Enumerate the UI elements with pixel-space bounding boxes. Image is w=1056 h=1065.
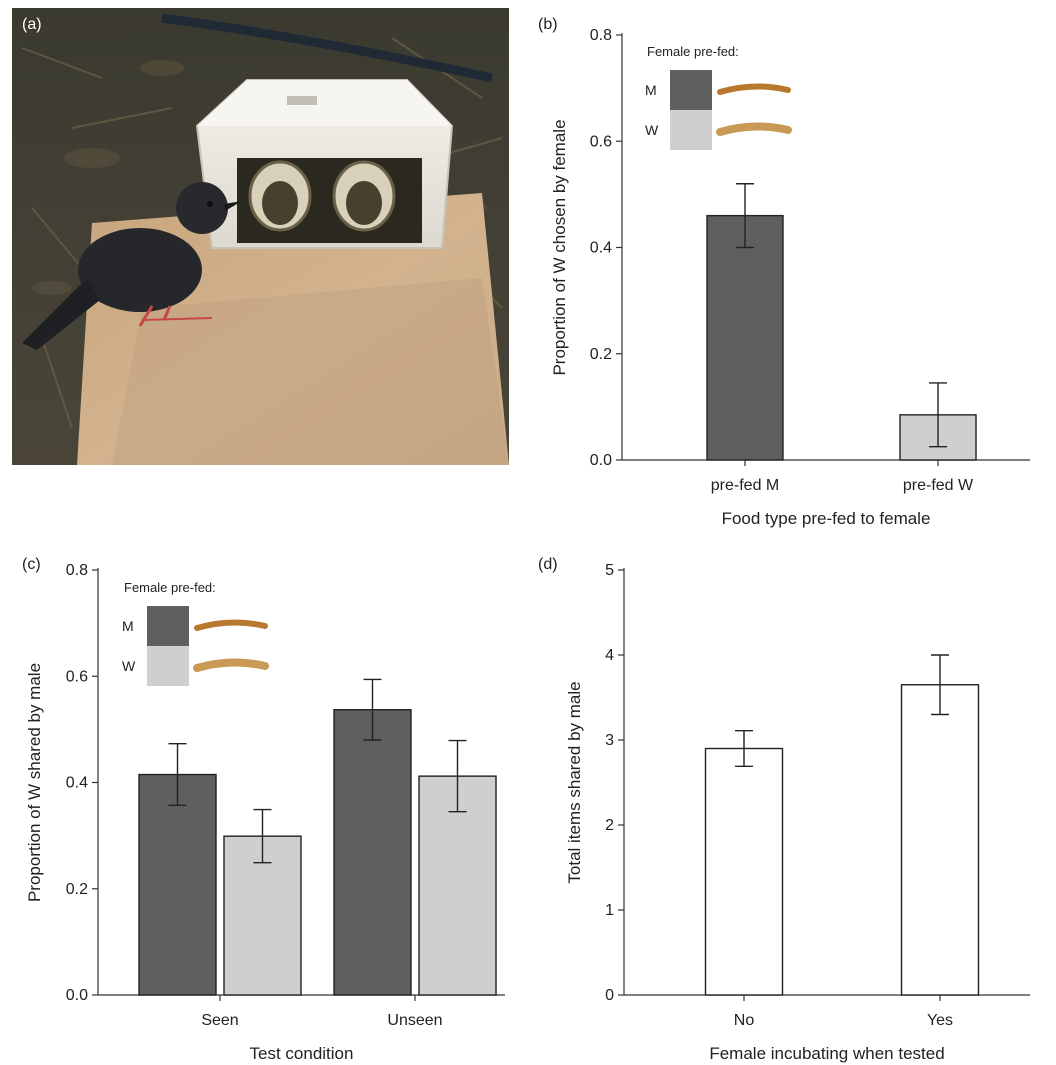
- b-legend-swatch: [670, 110, 712, 150]
- c-y-tick-label: 0.0: [66, 987, 88, 1004]
- d-x-tick-label: No: [734, 1012, 755, 1029]
- c-x-tick-label: Unseen: [387, 1012, 442, 1029]
- b-y-tick-label: 0.4: [590, 240, 612, 257]
- c-bar: [333, 709, 412, 996]
- b-y-axis-title: Proportion of W chosen by female: [550, 119, 569, 375]
- d-y-tick-label: 5: [605, 562, 614, 579]
- b-y-tick-label: 0.8: [590, 27, 612, 44]
- c-legend-swatch: [147, 646, 189, 686]
- c-y-tick-label: 0.4: [66, 775, 88, 792]
- panel-b-label: (b): [538, 16, 558, 33]
- c-y-tick-label: 0.8: [66, 562, 88, 579]
- larva-body: [193, 658, 269, 672]
- d-y-tick-label: 1: [605, 902, 614, 919]
- d-bar: [704, 747, 784, 996]
- photo-robin-apparatus: [12, 8, 509, 465]
- d-x-axis-title: Female incubating when tested: [709, 1044, 944, 1063]
- larva-body: [194, 619, 268, 631]
- c-x-axis-title: Test condition: [250, 1044, 354, 1063]
- b-legend-swatch: [670, 70, 712, 110]
- larva-body: [717, 83, 791, 95]
- c-larva-icon: [194, 619, 268, 631]
- larva-body: [716, 122, 792, 136]
- d-y-tick-label: 2: [605, 817, 614, 834]
- c-x-tick-label: Seen: [201, 1012, 238, 1029]
- c-legend-key: W: [122, 658, 136, 674]
- b-larva-icon: [717, 83, 791, 95]
- b-x-tick-label: pre-fed M: [711, 477, 779, 494]
- d-bar: [900, 684, 980, 996]
- b-legend-key: M: [645, 82, 657, 98]
- c-larva-icon: [193, 658, 269, 672]
- panel-c-label: (c): [22, 556, 41, 573]
- c-legend-key: M: [122, 618, 134, 634]
- d-y-axis-title: Total items shared by male: [565, 681, 584, 883]
- c-legend-title: Female pre-fed:: [124, 580, 216, 595]
- b-legend-key: W: [645, 122, 659, 138]
- c-y-tick-label: 0.6: [66, 668, 88, 685]
- c-bar: [418, 775, 497, 996]
- b-legend-title: Female pre-fed:: [647, 44, 739, 59]
- b-larva-icon: [716, 122, 792, 136]
- panel-d-label: (d): [538, 556, 558, 573]
- b-x-tick-label: pre-fed W: [903, 477, 974, 494]
- c-y-axis-title: Proportion of W shared by male: [25, 663, 44, 902]
- c-y-tick-label: 0.2: [66, 881, 88, 898]
- d-y-tick-label: 4: [605, 647, 614, 664]
- b-y-tick-label: 0.6: [590, 133, 612, 150]
- b-y-tick-label: 0.2: [590, 346, 612, 363]
- c-legend-swatch: [147, 606, 189, 646]
- d-x-tick-label: Yes: [927, 1012, 953, 1029]
- c-bar: [138, 773, 217, 996]
- d-y-tick-label: 3: [605, 732, 614, 749]
- photo-illustration: [12, 8, 509, 465]
- b-bar: [706, 214, 784, 461]
- robin-bird: [22, 182, 242, 350]
- d-y-tick-label: 0: [605, 987, 614, 1004]
- b-y-tick-label: 0.0: [590, 452, 612, 469]
- b-x-axis-title: Food type pre-fed to female: [722, 509, 931, 528]
- panel-a-label: (a): [22, 16, 42, 33]
